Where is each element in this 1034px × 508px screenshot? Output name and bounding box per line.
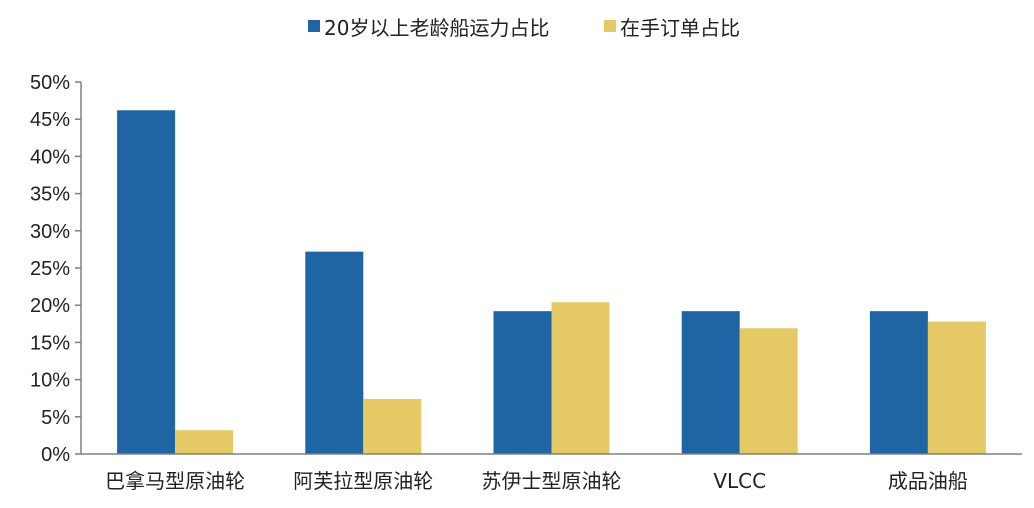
- y-tick-label-9: 45%: [30, 109, 70, 131]
- bar-s2-c4: [739, 328, 798, 454]
- y-tick-label-5: 25%: [30, 258, 70, 280]
- bar-s1-c5: [869, 311, 928, 454]
- x-category-label-3: 苏伊士型原油轮: [482, 469, 622, 493]
- y-tick-label-3: 15%: [30, 332, 70, 354]
- y-tick-label-4: 20%: [30, 295, 70, 317]
- bar-s1-c2: [305, 251, 364, 454]
- y-axis-ticks: [75, 81, 81, 455]
- legend-swatch-series-2: [604, 20, 616, 32]
- bar-s1-c1: [117, 110, 176, 454]
- y-axis-labels: 0% 5% 10% 15% 20% 25% 30% 35% 40% 45% 50%: [30, 72, 70, 466]
- legend: 20岁以上老龄船运力占比 在手订单占比: [308, 16, 740, 40]
- y-tick-label-10: 50%: [30, 72, 70, 94]
- legend-swatch-series-1: [308, 20, 320, 32]
- x-category-label-5: 成品油船: [888, 469, 968, 493]
- x-axis-labels: 巴拿马型原油轮 阿芙拉型原油轮 苏伊士型原油轮 VLCC 成品油船: [105, 469, 968, 493]
- legend-label-series-2: 在手订单占比: [620, 16, 740, 40]
- bar-s1-c4: [681, 311, 740, 454]
- bar-s1-c3: [493, 311, 552, 454]
- x-category-label-1: 巴拿马型原油轮: [105, 469, 245, 493]
- y-tick-label-8: 40%: [30, 146, 70, 168]
- legend-label-series-1: 20岁以上老龄船运力占比: [324, 16, 549, 40]
- y-tick-label-6: 30%: [30, 221, 70, 243]
- x-category-label-4: VLCC: [713, 469, 766, 493]
- bar-s2-c2: [363, 398, 422, 454]
- bar-s2-c5: [927, 321, 986, 454]
- y-tick-label-7: 35%: [30, 184, 70, 206]
- y-tick-label-1: 5%: [41, 407, 70, 429]
- bar-s2-c3: [551, 302, 610, 454]
- x-category-label-2: 阿芙拉型原油轮: [293, 469, 433, 493]
- bar-s2-c1: [175, 430, 234, 454]
- y-tick-label-2: 10%: [30, 370, 70, 392]
- bars: [117, 110, 986, 454]
- y-tick-label-0: 0%: [41, 444, 70, 466]
